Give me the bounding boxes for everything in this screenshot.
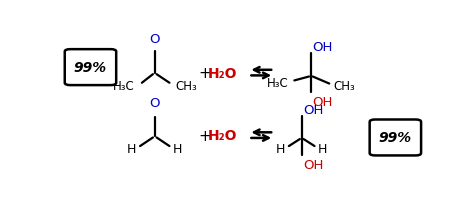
Text: H₃C: H₃C [267,77,289,90]
Text: H: H [173,142,182,155]
FancyBboxPatch shape [370,120,421,156]
Text: O: O [149,33,160,46]
Text: 99%: 99% [74,61,107,75]
Text: OH: OH [303,158,324,171]
Text: +: + [198,128,211,143]
Text: CH₃: CH₃ [333,80,355,93]
Text: H₃C: H₃C [113,80,135,93]
Text: CH₃: CH₃ [175,80,197,93]
Text: H: H [127,142,137,155]
FancyBboxPatch shape [65,50,116,86]
Text: 99%: 99% [379,131,412,145]
Text: OH: OH [313,41,333,54]
Text: H: H [276,142,285,155]
Text: H₂O: H₂O [208,128,237,142]
Text: OH: OH [303,103,324,116]
Text: H₂O: H₂O [208,66,237,80]
Text: H: H [318,142,328,155]
Text: O: O [149,97,160,110]
Text: +: + [198,66,211,81]
Text: OH: OH [313,96,333,108]
